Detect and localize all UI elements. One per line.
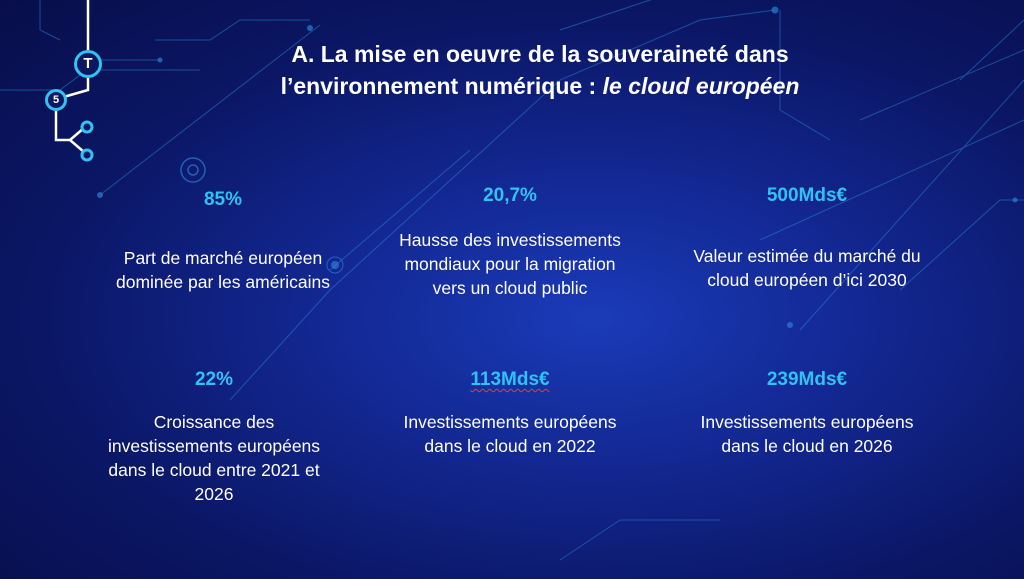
stat-card-investment-2022: 113Mds€ Investissements européens dans l…	[395, 368, 625, 458]
logo-t-badge: T	[74, 50, 102, 78]
stat-value: 22%	[194, 369, 234, 390]
title-line-2-italic: le cloud européen	[602, 73, 800, 99]
stat-value: 20,7%	[483, 185, 537, 206]
stat-card-growth: 22% Croissance des investissements europ…	[99, 368, 329, 506]
stat-card-market-value: 500Mds€ Valeur estimée du marché du clou…	[692, 184, 922, 292]
title-line-2: l’environnement numérique : le cloud eur…	[180, 70, 900, 102]
stat-label: Investissements européens dans le cloud …	[403, 412, 617, 456]
stat-label: Croissance des investissements européens…	[107, 412, 321, 504]
stat-value: 239Mds€	[766, 369, 848, 390]
stat-label: Part de marché européen dominée par les …	[116, 248, 330, 292]
stat-value-wrap: 113Mds€	[395, 368, 625, 392]
title-line-1: A. La mise en oeuvre de la souveraineté …	[291, 41, 789, 67]
stat-label: Hausse des investissements mondiaux pour…	[399, 230, 621, 298]
logo-5-badge: 5	[45, 89, 67, 111]
stat-value: 500Mds€	[766, 185, 848, 206]
stat-value: 113Mds€	[470, 369, 550, 390]
slide-title: A. La mise en oeuvre de la souveraineté …	[180, 38, 900, 102]
stat-label: Investissements européens dans le cloud …	[700, 412, 914, 456]
stat-card-market-share: 85% Part de marché européen dominée par …	[108, 188, 338, 294]
stat-card-investment-2026: 239Mds€ Investissements européens dans l…	[692, 368, 922, 458]
title-line-2-text: l’environnement numérique :	[280, 73, 603, 99]
stat-card-global-investment: 20,7% Hausse des investissements mondiau…	[395, 184, 625, 300]
stat-label: Valeur estimée du marché du cloud europé…	[693, 246, 921, 290]
stat-value: 85%	[203, 189, 243, 210]
